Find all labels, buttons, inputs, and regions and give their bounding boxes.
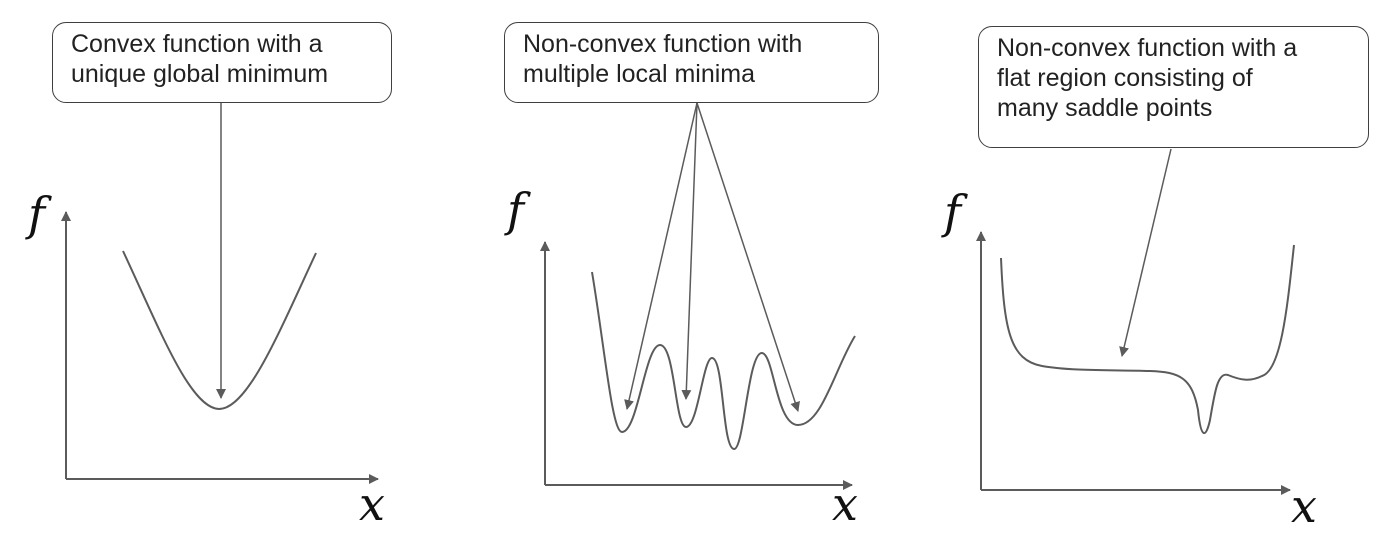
convex-curve <box>122 250 317 411</box>
callout-line: Non-convex function with a <box>997 34 1298 62</box>
x-axis-label: x <box>359 477 385 531</box>
saddle-curve <box>1000 244 1295 434</box>
y-axis-label: f <box>944 185 962 239</box>
callout-line: Non-convex function with <box>523 30 803 58</box>
callout-line: unique global minimum <box>71 60 329 88</box>
y-axis-label: f <box>28 187 46 241</box>
callout-arrow-2 <box>681 102 698 400</box>
callout-line: Convex function with a <box>71 30 323 58</box>
callout-line: multiple local minima <box>523 60 756 88</box>
callout-arrow <box>1119 148 1172 357</box>
callout-arrow-1 <box>624 102 698 410</box>
callout-line: flat region consisting of <box>997 64 1253 92</box>
callout-local-minima: Non-convex function with multiple local … <box>504 22 879 103</box>
x-axis-label: x <box>1291 479 1317 533</box>
x-axis-label: x <box>832 477 858 531</box>
panel-convex <box>61 102 379 484</box>
panel-saddle-points <box>976 148 1295 495</box>
y-axis-label: f <box>507 183 525 237</box>
nonconvex-curve <box>591 271 856 451</box>
callout-arrow-3 <box>696 102 800 412</box>
panel-local-minima <box>540 102 856 490</box>
callout-saddle-points: Non-convex function with a flat region c… <box>978 26 1369 148</box>
callout-convex: Convex function with a unique global min… <box>52 22 392 103</box>
callout-line: many saddle points <box>997 94 1213 122</box>
